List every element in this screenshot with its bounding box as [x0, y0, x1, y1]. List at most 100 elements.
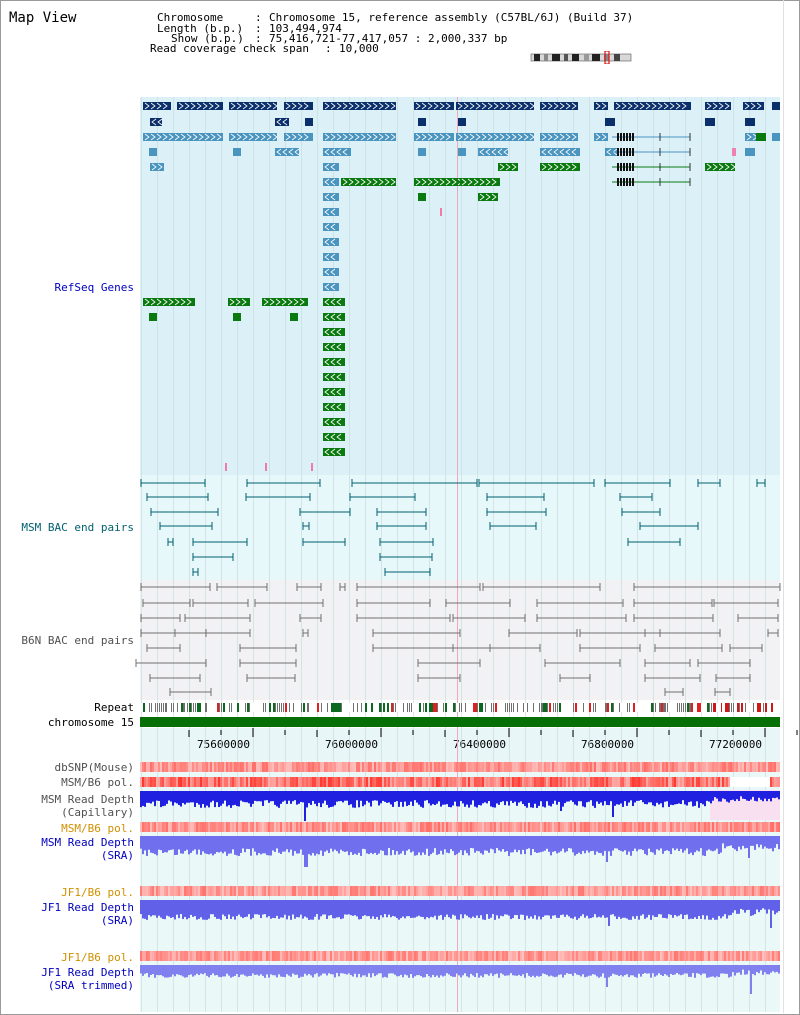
jf1-b6-pol-strip	[384, 886, 386, 896]
jf1-b6-pol-strip	[616, 886, 618, 896]
gene-strand-arrow	[384, 133, 390, 141]
msm-b6-pol-strip-2	[322, 822, 324, 832]
msm-b6-pol-strip	[702, 777, 704, 787]
msm-b6-pol-strip	[648, 777, 650, 787]
dbsnp-strip	[174, 762, 176, 772]
jf1-b6-pol-strip	[508, 886, 510, 896]
msm-depth-sra-bar	[322, 836, 324, 856]
gene-strand-arrow	[485, 178, 491, 186]
gene-strand-arrow	[204, 133, 210, 141]
gene-strand-arrow	[324, 418, 330, 426]
track-label-jf1-b6-pol[interactable]: JF1/B6 pol.	[61, 886, 134, 899]
gene-strand-arrow	[547, 163, 553, 171]
track-label-jf1-trim[interactable]: JF1 Read Depth	[41, 966, 134, 979]
jf1-depth-bar	[536, 900, 538, 920]
msm-b6-pol-strip	[704, 777, 706, 787]
gene-strand-arrow	[565, 102, 571, 110]
show-sep: :	[255, 32, 262, 45]
jf1-b6-pol-strip-2	[330, 951, 332, 961]
repeat-mark	[539, 703, 540, 712]
track-label-msm-bac[interactable]: MSM BAC end pairs	[21, 521, 134, 534]
jf1-depth-bar	[326, 900, 328, 919]
refseq-gene	[772, 133, 780, 141]
dbsnp-strip	[778, 762, 780, 772]
dbsnp-strip	[158, 762, 160, 772]
gene-strand-arrow	[505, 133, 511, 141]
msm-depth-sra-bar	[360, 836, 362, 856]
jf1-b6-pol-strip-2	[426, 951, 428, 961]
msm-b6-pol-strip	[592, 777, 594, 787]
jf1-b6-pol-strip-2	[666, 951, 668, 961]
msm-b6-pol-strip	[218, 777, 220, 787]
jf1-trim-bar	[608, 965, 610, 978]
dbsnp-strip	[162, 762, 164, 772]
jf1-depth-bar	[668, 900, 670, 915]
jf1-b6-pol-strip-2	[590, 951, 592, 961]
track-label-jf1-b6-pol-2[interactable]: JF1/B6 pol.	[61, 951, 134, 964]
track-label-msm-depth-cap[interactable]: MSM Read Depth	[41, 793, 134, 806]
msm-depth-cap-bar	[140, 791, 142, 808]
msm-b6-pol-strip	[706, 777, 708, 787]
jf1-trim-bar	[690, 965, 692, 977]
track-label-repeat[interactable]: Repeat	[94, 701, 134, 714]
jf1-depth-bar	[378, 900, 380, 920]
chromosome-value: Chromosome 15, reference assembly (C57BL…	[269, 11, 634, 24]
track-label-msm-b6-pol[interactable]: MSM/B6 pol.	[61, 776, 134, 789]
msm-b6-pol-strip-2	[432, 822, 434, 832]
jf1-b6-pol-strip-2	[668, 951, 670, 961]
jf1-depth-bar	[720, 900, 722, 919]
jf1-b6-pol-strip-2	[654, 951, 656, 961]
jf1-b6-pol-strip-2	[492, 951, 494, 961]
jf1-depth-bar	[170, 900, 172, 918]
msm-b6-pol-strip-2	[332, 822, 334, 832]
jf1-depth-bar	[200, 900, 202, 918]
jf1-b6-pol-strip-2	[248, 951, 250, 961]
jf1-b6-pol-strip	[322, 886, 324, 896]
msm-depth-sra-bar	[668, 836, 670, 852]
jf1-b6-pol-strip-2	[192, 951, 194, 961]
msm-depth-sra-bar	[376, 836, 378, 855]
repeat-mark	[605, 703, 607, 712]
jf1-depth-bar	[620, 900, 622, 919]
track-label-jf1-depth[interactable]: JF1 Read Depth	[41, 901, 134, 914]
chromosome-ideogram[interactable]	[528, 51, 636, 64]
refseq-gene	[149, 313, 157, 321]
track-label-b6n-bac[interactable]: B6N BAC end pairs	[21, 634, 134, 647]
msm-b6-pol-strip	[626, 777, 628, 787]
track-label-dbsnp[interactable]: dbSNP(Mouse)	[54, 761, 134, 774]
repeat-mark	[741, 703, 743, 712]
track-label-msm-depth-sra[interactable]: MSM Read Depth	[41, 836, 134, 849]
dbsnp-strip	[618, 762, 620, 772]
jf1-b6-pol-strip-2	[508, 951, 510, 961]
msm-depth-cap-bar	[536, 791, 538, 808]
repeat-mark	[159, 703, 160, 712]
msm-depth-cap-bar	[254, 791, 256, 801]
jf1-b6-pol-strip-2	[260, 951, 262, 961]
msm-b6-pol-strip-2	[642, 822, 644, 832]
track-label-refseq[interactable]: RefSeq Genes	[54, 281, 134, 294]
gene-strand-arrow	[415, 178, 421, 186]
msm-b6-pol-strip-2	[704, 822, 706, 832]
repeat-mark	[429, 703, 431, 712]
msm-depth-cap-bar	[418, 791, 420, 805]
msm-b6-pol-strip	[470, 777, 472, 787]
msm-b6-pol-strip	[322, 777, 324, 787]
jf1-depth-bar	[426, 900, 428, 918]
msm-depth-sra-bar	[484, 836, 486, 851]
gene-strand-arrow	[427, 133, 433, 141]
track-label-msm-b6-pol-2[interactable]: MSM/B6 pol.	[61, 822, 134, 835]
msm-depth-cap-bar	[152, 791, 154, 802]
repeat-mark	[697, 703, 699, 712]
jf1-trim-bar	[390, 965, 392, 974]
jf1-trim-bar	[656, 965, 658, 976]
jf1-b6-pol-strip-2	[210, 951, 212, 961]
msm-b6-pol-strip-2	[646, 822, 648, 832]
gene-strand-arrow	[348, 133, 354, 141]
msm-depth-sra-bar	[452, 836, 454, 852]
msm-depth-sra-bar	[242, 836, 244, 849]
jf1-trim-bar	[626, 965, 628, 975]
dbsnp-strip	[468, 762, 470, 772]
repeat-mark	[665, 703, 666, 712]
msm-b6-pol-strip-2	[764, 822, 766, 832]
